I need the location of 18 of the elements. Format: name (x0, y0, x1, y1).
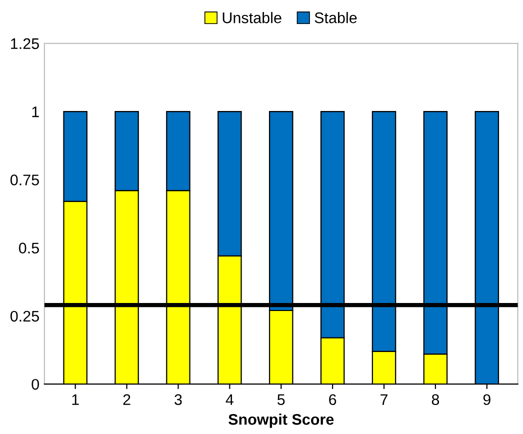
x-tick-label: 7 (380, 394, 388, 405)
y-tick-label: 0.5 (18, 242, 39, 254)
x-tick-label: 6 (329, 394, 336, 406)
x-tick-label: 4 (226, 394, 234, 405)
y-tick-label: 0 (32, 378, 39, 390)
x-tick-label: 3 (174, 394, 182, 406)
y-tick-label: 1 (32, 106, 39, 118)
x-tick-label: 8 (432, 394, 440, 406)
x-tick-label: 1 (72, 394, 79, 405)
y-tick-label: 1.25 (11, 38, 39, 50)
legend-label: Stable (314, 12, 357, 24)
x-tick-label: 5 (277, 394, 285, 406)
y-tick-label: 0.25 (10, 310, 39, 322)
legend-label: Unstable (222, 12, 282, 24)
x-axis-title: Snowpit Score (228, 414, 334, 428)
x-tick-label: 2 (123, 394, 130, 405)
x-tick-label: 9 (483, 394, 490, 406)
y-tick-label: 0.75 (10, 174, 39, 186)
